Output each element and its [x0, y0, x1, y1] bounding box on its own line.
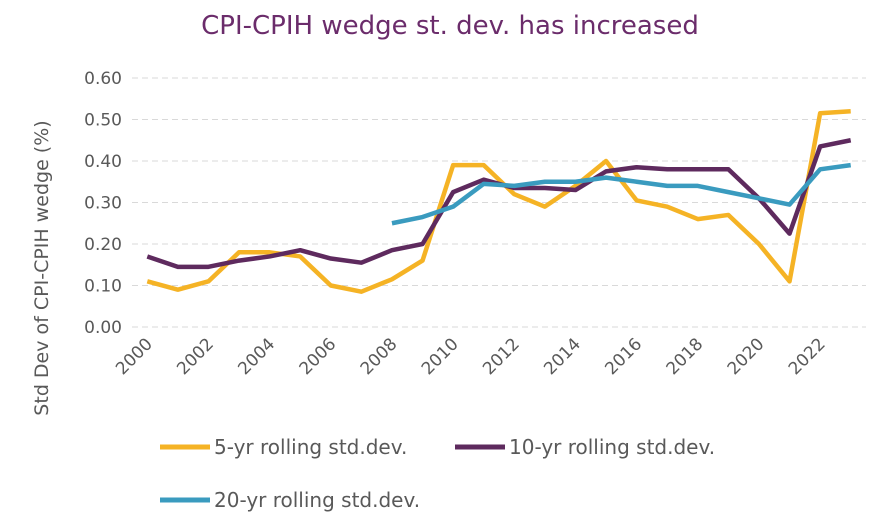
- legend-label: 5-yr rolling std.dev.: [214, 435, 407, 459]
- y-tick-label: 0.60: [84, 69, 122, 89]
- x-tick-label: 2014: [540, 334, 585, 379]
- chart-title: CPI-CPIH wedge st. dev. has increased: [201, 11, 699, 41]
- x-tick-label: 2008: [357, 334, 402, 379]
- x-tick-label: 2020: [724, 334, 769, 379]
- series-line: [146, 108, 851, 294]
- y-tick-label: 0.40: [84, 152, 122, 172]
- x-tick-label: 2012: [479, 334, 524, 379]
- y-tick-label: 0.00: [84, 318, 122, 338]
- x-tick-label: 2006: [296, 334, 341, 379]
- x-tick-label: 2002: [173, 334, 218, 379]
- y-tick-label: 0.10: [84, 277, 122, 297]
- y-axis-label: Std Dev of CPI-CPIH wedge (%): [31, 120, 53, 415]
- x-tick-label: 2010: [418, 334, 463, 379]
- series-line: [391, 162, 852, 226]
- x-tick-label: 2018: [663, 334, 708, 379]
- y-tick-label: 0.20: [84, 235, 122, 255]
- x-tick-label: 2004: [234, 334, 279, 379]
- x-tick-label: 2022: [785, 334, 830, 379]
- y-tick-label: 0.30: [84, 194, 122, 214]
- x-tick-label: 2000: [112, 334, 157, 379]
- legend-label: 10-yr rolling std.dev.: [509, 435, 715, 459]
- y-tick-label: 0.50: [84, 111, 122, 131]
- x-tick-label: 2016: [601, 334, 646, 379]
- series-line: [146, 138, 852, 270]
- legend-label: 20-yr rolling std.dev.: [214, 488, 420, 512]
